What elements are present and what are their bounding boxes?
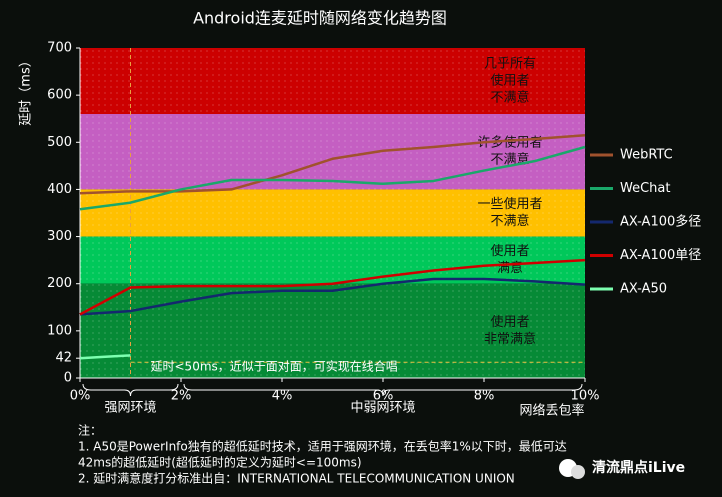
x-tick-label: 8% xyxy=(474,389,495,404)
y-tick-label: 100 xyxy=(47,323,72,338)
y-tick-label: 0 xyxy=(64,371,72,386)
region-bracket xyxy=(82,383,179,397)
band-texture xyxy=(80,114,585,190)
x-tick-label: 4% xyxy=(272,389,293,404)
note: 1. A50是PowerInfo独有的超低延时技术，适用于强网环境，在丢包率1%… xyxy=(78,439,567,454)
region-label: 中弱网环境 xyxy=(350,401,415,416)
y-tick-label: 500 xyxy=(47,135,72,150)
y-tick-label: 700 xyxy=(47,41,72,56)
watermark-text: 清流鼎点iLive xyxy=(592,459,685,476)
series-line xyxy=(79,145,586,211)
series-line xyxy=(79,133,586,195)
x-tick-label: 0% xyxy=(70,389,91,404)
y-axis-label: 延时（ms） xyxy=(19,54,34,125)
note: 42ms的超低延时(超低延时的定义为延时<=100ms) xyxy=(78,455,362,470)
band-texture xyxy=(80,283,585,378)
legend-label: AX-A50 xyxy=(620,282,667,297)
y-tick-label: 200 xyxy=(47,276,72,291)
y-tick-label: 600 xyxy=(47,88,72,103)
threshold-label: 延时<50ms，近似于面对面，可实现在线合唱 xyxy=(151,359,398,374)
legend-label: AX-A100多径 xyxy=(620,214,701,230)
legend-label: WebRTC xyxy=(620,148,673,163)
band-label: 使用者 xyxy=(490,243,529,259)
legend-label: AX-A100单径 xyxy=(620,248,701,263)
series-line xyxy=(79,258,586,316)
band-texture xyxy=(80,48,585,114)
y-tick-label: 300 xyxy=(47,229,72,244)
band-label: 不满意 xyxy=(490,90,529,106)
x-tick-label: 10% xyxy=(571,389,600,404)
band-label: 使用者 xyxy=(490,314,529,330)
band-label: 非常满意 xyxy=(484,331,536,347)
x-tick-label: 2% xyxy=(171,389,192,404)
region-bracket xyxy=(183,383,583,397)
watermark: 清流鼎点iLive xyxy=(559,459,685,479)
y-tick-label: 400 xyxy=(47,182,72,197)
band-label: 满意 xyxy=(497,260,523,276)
note: 2. 延时满意度打分标准出自：INTERNATIONAL TELECOMMUNI… xyxy=(78,471,515,486)
y-tick-label: 42 xyxy=(55,351,72,366)
watermark-icon xyxy=(571,465,585,479)
band-label: 一些使用者 xyxy=(477,196,542,212)
band-label: 不满意 xyxy=(490,213,529,229)
band-label: 几乎所有 xyxy=(484,57,536,72)
x-axis-label: 网络丢包率 xyxy=(519,403,584,419)
chart-title: Android连麦延时随网络变化趋势图 xyxy=(193,9,447,28)
band-texture xyxy=(80,236,585,284)
series-line xyxy=(79,277,586,316)
region-label: 强网环境 xyxy=(104,401,156,416)
note: 注： xyxy=(78,423,102,438)
series-line xyxy=(79,354,131,360)
legend-label: WeChat xyxy=(620,181,670,196)
band-label: 使用者 xyxy=(490,73,529,89)
band-texture xyxy=(80,189,585,237)
